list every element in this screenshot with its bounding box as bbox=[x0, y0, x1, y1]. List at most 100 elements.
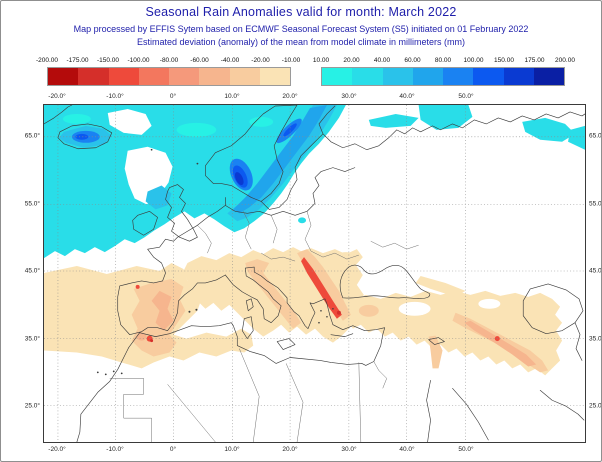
legend-positive-tick-label: 200.00 bbox=[555, 57, 575, 64]
red-streak-dinarides bbox=[301, 257, 342, 319]
aegean-island-dot bbox=[318, 321, 320, 324]
finland-streak bbox=[368, 113, 419, 128]
aegean-island-dot bbox=[332, 307, 334, 310]
coast-sicily bbox=[276, 338, 296, 350]
coast-uk bbox=[165, 184, 198, 242]
legend-positive-tick-label: 100.00 bbox=[463, 57, 484, 64]
canary-island-dot bbox=[96, 371, 99, 374]
legend-positive-cell-3 bbox=[412, 68, 443, 85]
coast-italy-adriatic-greece bbox=[225, 266, 334, 329]
europe-rain-anomaly-map bbox=[44, 105, 585, 442]
light-cyan-patch bbox=[176, 122, 217, 137]
longitude-label-top: 40.0° bbox=[399, 93, 415, 100]
coast-ireland bbox=[132, 211, 158, 236]
deep-core-iberia bbox=[151, 290, 174, 331]
legend-positive-cell-4 bbox=[443, 68, 474, 85]
iceland-core-2 bbox=[75, 133, 89, 140]
longitude-label-bottom: 50.0° bbox=[458, 446, 474, 453]
aegean-island-dot bbox=[320, 309, 322, 312]
canary-island-dot bbox=[112, 370, 115, 373]
longitude-label-top: 50.0° bbox=[458, 93, 474, 100]
legend-negative-cell-0 bbox=[48, 68, 79, 85]
white-sea-patch bbox=[418, 105, 473, 130]
aegean-island-dot bbox=[326, 315, 328, 318]
northeast-patch bbox=[522, 117, 576, 142]
legend-negative-tick-label: -60.00 bbox=[190, 57, 209, 64]
scotland-patch bbox=[145, 185, 172, 210]
latitude-label-right: 55.0° bbox=[589, 200, 602, 208]
legend-negative-cell-4 bbox=[169, 68, 200, 85]
latitude-label-left: 25.0° bbox=[24, 402, 40, 410]
baltic-dot bbox=[298, 217, 307, 224]
latitude-label-left: 55.0° bbox=[24, 200, 40, 208]
longitude-label-bottom: 0° bbox=[169, 446, 177, 453]
legend-negative-cell-3 bbox=[138, 68, 169, 85]
canary-island-dot bbox=[104, 373, 107, 376]
latitude-label-right: 25.0° bbox=[589, 402, 602, 410]
border-ukraine-south bbox=[310, 250, 359, 260]
coast-turkey-africa bbox=[76, 322, 386, 442]
legend-positive-cell-0 bbox=[322, 68, 353, 85]
core-levant bbox=[428, 335, 443, 369]
norway-band-2 bbox=[233, 105, 327, 214]
border-russia-south bbox=[370, 240, 419, 250]
coast-black-sea bbox=[339, 264, 431, 299]
dark-red-spot-morocco bbox=[150, 339, 154, 343]
longitude-label-top: 20.0° bbox=[282, 93, 298, 100]
core-apennines bbox=[245, 259, 302, 329]
latitude-label-right: 45.0° bbox=[589, 267, 602, 275]
legend-negative-colorbar bbox=[47, 67, 291, 86]
shetland-dot bbox=[196, 162, 199, 165]
longitude-label-bottom: 10.0° bbox=[224, 446, 240, 453]
map-frame bbox=[43, 104, 586, 443]
coast-caspian-south bbox=[574, 322, 583, 361]
border-france-germany bbox=[197, 225, 212, 254]
balearic-island-dot bbox=[195, 308, 198, 311]
legend-negative-labels: -200.00 -175.00 -150.00 -100.00 -80.00 -60.00… bbox=[36, 57, 300, 66]
legend-positive-labels: 10.00 20.00 40.00 60.00 80.00 100.00 150.00 175… bbox=[313, 57, 575, 66]
country-borders bbox=[109, 211, 419, 442]
norway-core-3 bbox=[234, 172, 244, 186]
legend-positive-tick-label: 175.00 bbox=[524, 57, 545, 64]
legend-positive-tick-label: 150.00 bbox=[494, 57, 514, 64]
legend-negative-cell-5 bbox=[199, 68, 230, 85]
border-libya-west bbox=[285, 363, 304, 442]
longitude-label-top: 30.0° bbox=[341, 93, 357, 100]
coast-iceland bbox=[57, 123, 113, 150]
red-spot-portugal bbox=[135, 284, 140, 289]
longitude-label-bottom: 40.0° bbox=[399, 446, 415, 453]
positive-anomaly-main-region bbox=[44, 105, 346, 259]
coast-greenland bbox=[44, 105, 73, 125]
coast-baltic-finland bbox=[260, 105, 336, 210]
legend-negative-tick-label: -40.00 bbox=[220, 57, 240, 64]
latitude-label-left: 35.0° bbox=[24, 335, 40, 343]
core-west-anatolia bbox=[358, 304, 379, 317]
legend-positive-tick-label: 60.00 bbox=[404, 57, 421, 64]
deep-core-zagros bbox=[464, 320, 537, 367]
longitude-label-bottom: -20.0° bbox=[48, 446, 66, 453]
legend-negative-tick-label: -175.00 bbox=[66, 57, 89, 64]
coast-corsica bbox=[245, 298, 254, 312]
white-hole bbox=[107, 108, 152, 135]
river-nile bbox=[426, 380, 431, 442]
deep-core-gibraltar bbox=[136, 332, 147, 341]
coast-cyprus bbox=[428, 337, 445, 345]
longitude-label-top: 10.0° bbox=[224, 93, 240, 100]
coast-crete bbox=[330, 333, 354, 337]
legend-positive-tick-label: 20.00 bbox=[343, 57, 360, 64]
legend-negative-tick-label: -200.00 bbox=[35, 57, 59, 64]
legend-negative-tick-label: -20.00 bbox=[251, 57, 270, 64]
legend-positive-cell-6 bbox=[503, 68, 534, 85]
latitude-label-left: 65.0° bbox=[24, 132, 40, 140]
negative-region-caucasus bbox=[415, 275, 466, 297]
legend-negative-cell-7 bbox=[259, 68, 290, 85]
legend-positive-tick-label: 80.00 bbox=[434, 57, 452, 64]
legend-positive-colorbar bbox=[321, 67, 565, 86]
coast-caspian bbox=[522, 283, 584, 334]
border-algeria-west bbox=[167, 384, 216, 442]
longitude-label-bottom: 20.0° bbox=[282, 446, 298, 453]
legend-positive-cell-5 bbox=[473, 68, 504, 85]
latitude-label-right: 65.0° bbox=[589, 132, 602, 140]
dark-red-spot-greece bbox=[336, 310, 341, 315]
light-cyan-patch bbox=[249, 116, 274, 127]
